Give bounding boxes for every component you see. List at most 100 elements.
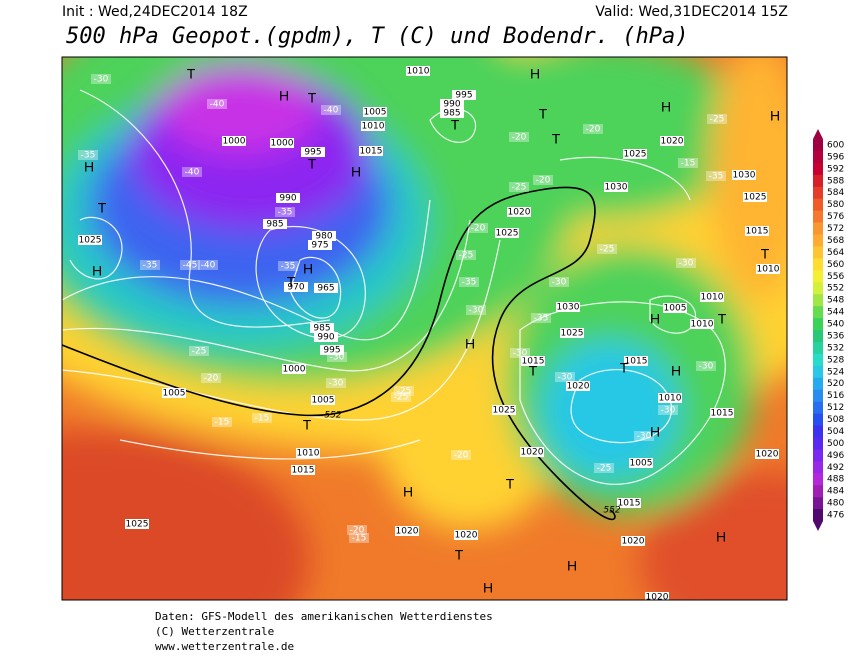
temperature-label: -35: [143, 261, 158, 271]
pressure-label: 1010: [691, 320, 714, 330]
pressure-center: T: [620, 360, 629, 376]
pressure-label-box: [440, 108, 464, 118]
pressure-label: 1020: [521, 448, 544, 458]
pressure-center: T: [552, 131, 561, 147]
contour-label: 552: [603, 506, 620, 516]
colorbar-cell: [813, 449, 823, 462]
pressure-label-box: [363, 107, 387, 117]
temperature-label: -25: [394, 393, 409, 403]
colorbar-label: 504: [827, 427, 844, 437]
pressure-center: T: [303, 417, 312, 433]
pressure-label-box: [270, 138, 294, 148]
pressure-label-box: [710, 408, 734, 418]
pressure-label: 1020: [508, 208, 531, 218]
pressure-label: 1025: [561, 329, 584, 339]
pressure-label: 990: [443, 100, 460, 110]
colorbar-label: 592: [827, 164, 844, 174]
pressure-label: 990: [317, 333, 334, 343]
pressure-label: 1020: [622, 537, 645, 547]
temperature-label: -40: [185, 168, 200, 178]
temperature-label: -35: [278, 208, 293, 218]
pressure-label: 1030: [733, 171, 756, 181]
colorbar-cell: [813, 389, 823, 402]
temperature-label-box: [180, 260, 200, 270]
colorbar-cell: [813, 318, 823, 331]
pressure-center: T: [308, 90, 317, 106]
pressure-label-box: [395, 526, 419, 536]
temperature-label: -30: [679, 259, 694, 269]
pressure-center: H: [716, 529, 726, 545]
pressure-label: 1020: [455, 531, 478, 541]
pressure-label-box: [520, 447, 544, 457]
pressure-label-box: [623, 149, 647, 159]
temperature-label-box: [459, 277, 479, 287]
colorbar-cell: [813, 270, 823, 283]
colorbar-label: 544: [827, 308, 844, 318]
temperature-label-box: [189, 346, 209, 356]
temperature-label: -15: [255, 414, 270, 424]
pressure-center: T: [187, 66, 196, 82]
colorbar-cell: [813, 509, 823, 522]
pressure-label: 1020: [396, 527, 419, 537]
pressure-center: T: [451, 117, 460, 133]
temperature-label-box: [510, 348, 530, 358]
colorbar-label: 588: [827, 176, 844, 186]
pressure-label: 1015: [522, 357, 545, 367]
temperature-label: -25: [512, 183, 527, 193]
pressure-center: T: [761, 246, 770, 262]
colorbar-label: 500: [827, 439, 844, 449]
pressure-center: H: [465, 336, 475, 352]
temperature-label: -25: [397, 387, 412, 397]
temperature-label-box: [676, 258, 696, 268]
pressure-label: 1010: [362, 122, 385, 132]
pressure-label: 980: [315, 232, 332, 242]
pressure-label: 1000: [271, 139, 294, 149]
pressure-center: T: [98, 200, 107, 216]
colorbar-cell: [813, 222, 823, 235]
pressure-label: 995: [455, 91, 472, 101]
temperature-label-box: [678, 158, 698, 168]
temperature-label: -30: [329, 379, 344, 389]
temperature-label-box: [594, 463, 614, 473]
colorbar-label: 548: [827, 296, 844, 306]
colorbar-label: 516: [827, 391, 844, 401]
pressure-label-box: [406, 66, 430, 76]
temperature-label-box: [91, 74, 111, 84]
pressure-label: 1025: [496, 229, 519, 239]
colorbar-label: 556: [827, 272, 844, 282]
colorbar-label: 540: [827, 320, 844, 330]
colorbar-cell: [813, 162, 823, 176]
pressure-label: 995: [323, 346, 340, 356]
temperature-label: -20: [204, 374, 219, 384]
pressure-label: 1010: [407, 67, 430, 77]
pressure-label: 1025: [493, 406, 516, 416]
temperature-label: -25: [459, 251, 474, 261]
temperature-label-box: [140, 260, 160, 270]
pressure-label: 1000: [223, 137, 246, 147]
init-time: Init : Wed,24DEC2014 18Z: [62, 4, 248, 20]
pressure-label-box: [745, 226, 769, 236]
temperature-label: -20: [586, 125, 601, 135]
pressure-label-box: [743, 192, 767, 202]
pressure-center: H: [92, 263, 102, 279]
temperature-label-box: [275, 207, 295, 217]
pressure-label: 1025: [624, 150, 647, 160]
temperature-label-box: [451, 450, 471, 460]
colorbar-label: 508: [827, 415, 844, 425]
footer-line: www.wetterzentrale.de: [155, 640, 294, 653]
temperature-label-box: [347, 525, 367, 535]
pressure-label: 1025: [126, 520, 149, 530]
pressure-label-box: [296, 448, 320, 458]
pressure-label-box: [276, 193, 300, 203]
colorbar-arrow: [813, 520, 823, 531]
contour-label: 552: [324, 411, 341, 421]
temperature-label-box: [207, 99, 227, 109]
pressure-label-box: [663, 303, 687, 313]
temperature-label-box: [321, 105, 341, 115]
temperature-label: -25: [597, 464, 612, 474]
colorbar-cell: [813, 497, 823, 510]
pressure-label: 975: [311, 241, 328, 251]
temperature-label-box: [182, 167, 202, 177]
